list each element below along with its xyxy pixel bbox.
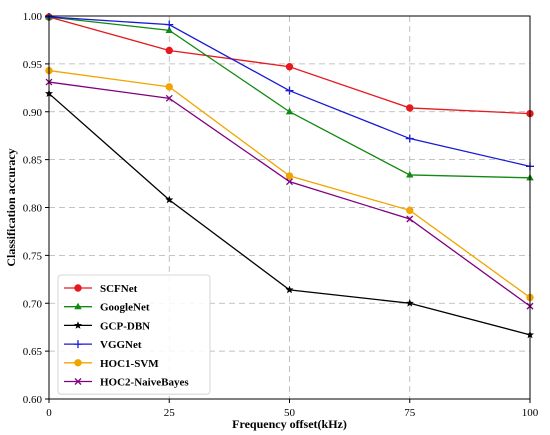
x-tick-label: 75 (404, 407, 416, 419)
y-tick-label: 0.60 (23, 394, 43, 406)
y-tick-label: 0.95 (23, 59, 43, 71)
legend-label: GCP-DBN (100, 320, 150, 332)
legend-label: HOC2-NaiveBayes (100, 377, 189, 389)
x-tick-label: 0 (46, 407, 52, 419)
legend-marker (75, 285, 81, 291)
y-tick-label: 0.70 (23, 298, 43, 310)
y-tick-label: 0.80 (23, 203, 43, 215)
legend: SCFNet GoogleNet GCP-DBN VGGNet HOC1-SVM HOC2… (58, 275, 210, 394)
data-point-vggnet (165, 21, 173, 29)
data-point-scfnet (166, 47, 172, 53)
data-point-googlenet (286, 108, 293, 115)
y-tick-label: 0.75 (23, 250, 43, 262)
data-point-scfnet (286, 64, 292, 70)
y-tick-label: 0.90 (23, 107, 43, 119)
x-tick-label: 25 (164, 407, 176, 419)
data-point-scfnet (407, 105, 413, 111)
series-hoc1-svm (46, 67, 533, 300)
x-axis-title: Frequency offset(kHz) (232, 417, 347, 431)
legend-label: GoogleNet (100, 302, 150, 314)
data-point-hoc1-svm (286, 173, 292, 179)
legend-label: HOC1-SVM (100, 358, 159, 370)
y-tick-label: 0.65 (23, 346, 43, 358)
series-line-hoc1-svm (49, 71, 530, 298)
data-point-vggnet (406, 135, 414, 143)
y-axis-title: Classification accuracy (4, 148, 18, 266)
data-point-vggnet (286, 87, 294, 95)
legend-marker (75, 360, 81, 366)
data-point-gcp-dbn (406, 299, 414, 307)
legend-label: SCFNet (100, 283, 138, 295)
x-tick-label: 100 (522, 407, 539, 419)
data-point-hoc1-svm (166, 84, 172, 90)
data-point-hoc1-svm (407, 207, 413, 213)
data-point-gcp-dbn (286, 286, 294, 294)
y-tick-label: 1.00 (23, 11, 43, 23)
series-line-hoc2-naivebayes (49, 82, 530, 306)
legend-label: VGGNet (100, 339, 142, 351)
y-tick-label: 0.85 (23, 155, 43, 167)
